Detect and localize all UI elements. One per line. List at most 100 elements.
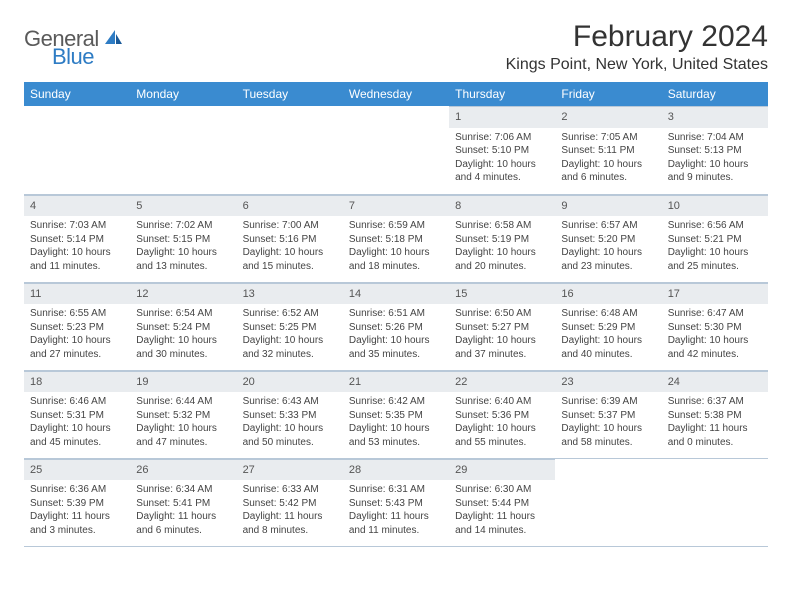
- logo-word2: Blue: [52, 44, 94, 69]
- sunrise-text: Sunrise: 6:40 AM: [455, 395, 549, 409]
- day-info: Sunrise: 6:44 AMSunset: 5:32 PMDaylight:…: [130, 392, 236, 455]
- daylight-text: Daylight: 11 hours and 0 minutes.: [668, 422, 762, 449]
- day-cell: [237, 106, 343, 194]
- sunrise-text: Sunrise: 6:56 AM: [668, 219, 762, 233]
- sunset-text: Sunset: 5:32 PM: [136, 409, 230, 423]
- logo-sail-icon: [103, 28, 123, 51]
- sunrise-text: Sunrise: 6:59 AM: [349, 219, 443, 233]
- sunrise-text: Sunrise: 7:03 AM: [30, 219, 124, 233]
- week-row: 1Sunrise: 7:06 AMSunset: 5:10 PMDaylight…: [24, 106, 768, 194]
- day-number: 7: [343, 195, 449, 217]
- day-number: 23: [555, 371, 661, 393]
- day-number: 17: [662, 283, 768, 305]
- day-info: Sunrise: 6:46 AMSunset: 5:31 PMDaylight:…: [24, 392, 130, 455]
- day-cell: 15Sunrise: 6:50 AMSunset: 5:27 PMDayligh…: [449, 282, 555, 370]
- day-cell: 21Sunrise: 6:42 AMSunset: 5:35 PMDayligh…: [343, 370, 449, 458]
- dayname-sun: Sunday: [24, 82, 130, 106]
- day-cell: 4Sunrise: 7:03 AMSunset: 5:14 PMDaylight…: [24, 194, 130, 282]
- sunrise-text: Sunrise: 6:57 AM: [561, 219, 655, 233]
- daylight-text: Daylight: 10 hours and 9 minutes.: [668, 158, 762, 185]
- day-info: Sunrise: 7:04 AMSunset: 5:13 PMDaylight:…: [662, 128, 768, 191]
- dayname-tue: Tuesday: [237, 82, 343, 106]
- day-info: Sunrise: 6:36 AMSunset: 5:39 PMDaylight:…: [24, 480, 130, 543]
- daylight-text: Daylight: 10 hours and 25 minutes.: [668, 246, 762, 273]
- title-block: February 2024 Kings Point, New York, Uni…: [506, 20, 768, 74]
- day-number: 20: [237, 371, 343, 393]
- header: General February 2024 Kings Point, New Y…: [24, 20, 768, 74]
- sunset-text: Sunset: 5:30 PM: [668, 321, 762, 335]
- day-info: Sunrise: 7:00 AMSunset: 5:16 PMDaylight:…: [237, 216, 343, 279]
- day-number: 6: [237, 195, 343, 217]
- day-info: Sunrise: 7:02 AMSunset: 5:15 PMDaylight:…: [130, 216, 236, 279]
- day-cell: 17Sunrise: 6:47 AMSunset: 5:30 PMDayligh…: [662, 282, 768, 370]
- sunrise-text: Sunrise: 6:46 AM: [30, 395, 124, 409]
- sunrise-text: Sunrise: 6:50 AM: [455, 307, 549, 321]
- month-title: February 2024: [506, 20, 768, 54]
- sunrise-text: Sunrise: 6:37 AM: [668, 395, 762, 409]
- day-cell: 22Sunrise: 6:40 AMSunset: 5:36 PMDayligh…: [449, 370, 555, 458]
- day-cell: [130, 106, 236, 194]
- sunrise-text: Sunrise: 6:42 AM: [349, 395, 443, 409]
- week-row: 18Sunrise: 6:46 AMSunset: 5:31 PMDayligh…: [24, 370, 768, 458]
- sunrise-text: Sunrise: 6:33 AM: [243, 483, 337, 497]
- daylight-text: Daylight: 10 hours and 37 minutes.: [455, 334, 549, 361]
- day-cell: 13Sunrise: 6:52 AMSunset: 5:25 PMDayligh…: [237, 282, 343, 370]
- day-info: Sunrise: 6:50 AMSunset: 5:27 PMDaylight:…: [449, 304, 555, 367]
- daylight-text: Daylight: 11 hours and 14 minutes.: [455, 510, 549, 537]
- daylight-text: Daylight: 10 hours and 45 minutes.: [30, 422, 124, 449]
- sunrise-text: Sunrise: 6:58 AM: [455, 219, 549, 233]
- day-cell: 26Sunrise: 6:34 AMSunset: 5:41 PMDayligh…: [130, 458, 236, 546]
- sunset-text: Sunset: 5:43 PM: [349, 497, 443, 511]
- day-number: 19: [130, 371, 236, 393]
- day-cell: 5Sunrise: 7:02 AMSunset: 5:15 PMDaylight…: [130, 194, 236, 282]
- day-info: Sunrise: 6:59 AMSunset: 5:18 PMDaylight:…: [343, 216, 449, 279]
- day-info: Sunrise: 6:34 AMSunset: 5:41 PMDaylight:…: [130, 480, 236, 543]
- day-cell: 25Sunrise: 6:36 AMSunset: 5:39 PMDayligh…: [24, 458, 130, 546]
- daylight-text: Daylight: 10 hours and 47 minutes.: [136, 422, 230, 449]
- day-cell: [662, 458, 768, 546]
- dayname-fri: Friday: [555, 82, 661, 106]
- daylight-text: Daylight: 11 hours and 11 minutes.: [349, 510, 443, 537]
- day-info: Sunrise: 6:57 AMSunset: 5:20 PMDaylight:…: [555, 216, 661, 279]
- sunset-text: Sunset: 5:19 PM: [455, 233, 549, 247]
- sunset-text: Sunset: 5:39 PM: [30, 497, 124, 511]
- day-cell: 2Sunrise: 7:05 AMSunset: 5:11 PMDaylight…: [555, 106, 661, 194]
- day-info: Sunrise: 6:47 AMSunset: 5:30 PMDaylight:…: [662, 304, 768, 367]
- sunrise-text: Sunrise: 7:02 AM: [136, 219, 230, 233]
- sunset-text: Sunset: 5:24 PM: [136, 321, 230, 335]
- day-cell: 16Sunrise: 6:48 AMSunset: 5:29 PMDayligh…: [555, 282, 661, 370]
- sunrise-text: Sunrise: 7:06 AM: [455, 131, 549, 145]
- sunrise-text: Sunrise: 6:47 AM: [668, 307, 762, 321]
- day-cell: 11Sunrise: 6:55 AMSunset: 5:23 PMDayligh…: [24, 282, 130, 370]
- sunset-text: Sunset: 5:37 PM: [561, 409, 655, 423]
- day-cell: 28Sunrise: 6:31 AMSunset: 5:43 PMDayligh…: [343, 458, 449, 546]
- sunrise-text: Sunrise: 6:34 AM: [136, 483, 230, 497]
- day-cell: 18Sunrise: 6:46 AMSunset: 5:31 PMDayligh…: [24, 370, 130, 458]
- sunrise-text: Sunrise: 6:36 AM: [30, 483, 124, 497]
- day-number: 22: [449, 371, 555, 393]
- week-row: 25Sunrise: 6:36 AMSunset: 5:39 PMDayligh…: [24, 458, 768, 546]
- daylight-text: Daylight: 10 hours and 58 minutes.: [561, 422, 655, 449]
- day-number: 25: [24, 459, 130, 481]
- day-info: Sunrise: 6:51 AMSunset: 5:26 PMDaylight:…: [343, 304, 449, 367]
- daylight-text: Daylight: 11 hours and 3 minutes.: [30, 510, 124, 537]
- day-info: Sunrise: 6:56 AMSunset: 5:21 PMDaylight:…: [662, 216, 768, 279]
- calendar-body: 1Sunrise: 7:06 AMSunset: 5:10 PMDaylight…: [24, 106, 768, 546]
- calendar-table: Sunday Monday Tuesday Wednesday Thursday…: [24, 82, 768, 547]
- daylight-text: Daylight: 10 hours and 18 minutes.: [349, 246, 443, 273]
- day-number: 15: [449, 283, 555, 305]
- day-info: Sunrise: 7:06 AMSunset: 5:10 PMDaylight:…: [449, 128, 555, 191]
- daylight-text: Daylight: 10 hours and 4 minutes.: [455, 158, 549, 185]
- sunset-text: Sunset: 5:29 PM: [561, 321, 655, 335]
- week-row: 4Sunrise: 7:03 AMSunset: 5:14 PMDaylight…: [24, 194, 768, 282]
- day-cell: 1Sunrise: 7:06 AMSunset: 5:10 PMDaylight…: [449, 106, 555, 194]
- day-number: 29: [449, 459, 555, 481]
- sunrise-text: Sunrise: 6:52 AM: [243, 307, 337, 321]
- daylight-text: Daylight: 10 hours and 50 minutes.: [243, 422, 337, 449]
- day-cell: 10Sunrise: 6:56 AMSunset: 5:21 PMDayligh…: [662, 194, 768, 282]
- sunset-text: Sunset: 5:36 PM: [455, 409, 549, 423]
- day-cell: 19Sunrise: 6:44 AMSunset: 5:32 PMDayligh…: [130, 370, 236, 458]
- day-info: Sunrise: 6:30 AMSunset: 5:44 PMDaylight:…: [449, 480, 555, 543]
- day-info: Sunrise: 6:54 AMSunset: 5:24 PMDaylight:…: [130, 304, 236, 367]
- daylight-text: Daylight: 10 hours and 23 minutes.: [561, 246, 655, 273]
